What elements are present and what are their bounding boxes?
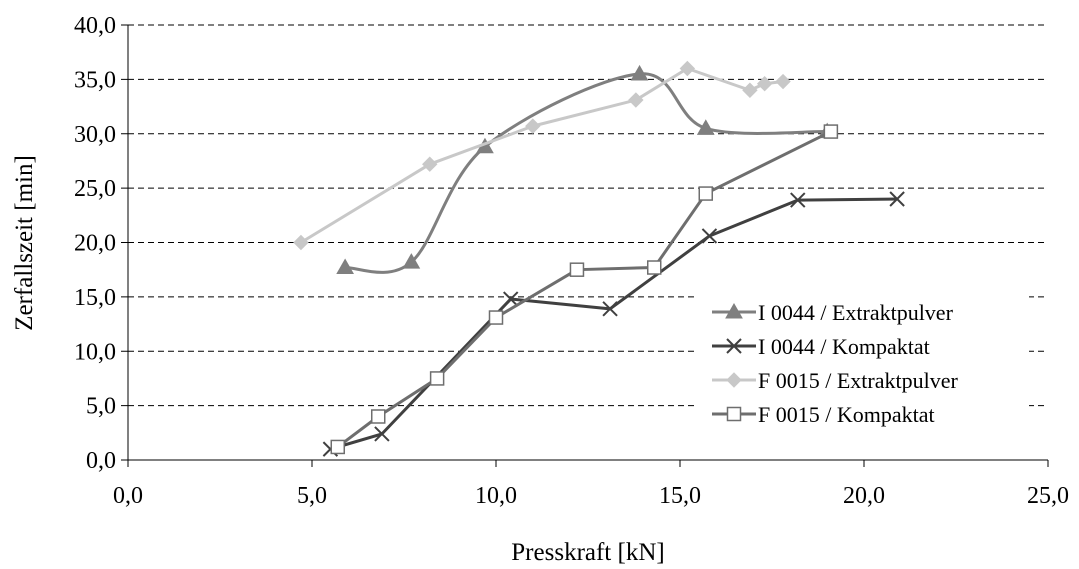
triangle-marker xyxy=(725,302,743,319)
x-marker xyxy=(889,191,905,207)
x-marker-stroke xyxy=(602,301,618,317)
x-tick-label: 25,0 xyxy=(1027,483,1069,509)
diamond-marker xyxy=(422,156,438,172)
x-tick-label: 5,0 xyxy=(297,483,327,509)
square-marker xyxy=(823,124,839,139)
square-marker xyxy=(646,260,662,275)
x-marker-stroke xyxy=(374,426,390,442)
x-marker-stroke xyxy=(503,291,519,307)
legend-item: F 0015 / Extraktpulver xyxy=(712,368,958,393)
axes: 0,0 5,0 10,0 15,0 20,0 25,0 30,0 35,0 40,0 0,0 5,0… xyxy=(74,13,1069,509)
series-3 xyxy=(293,60,791,251)
y-tick-label: 35,0 xyxy=(74,67,116,93)
square-marker xyxy=(726,406,742,422)
legend-item: F 0015 / Kompaktat xyxy=(712,402,935,427)
x-marker-stroke xyxy=(701,228,718,244)
legend-background xyxy=(694,292,1029,434)
x-marker xyxy=(503,291,519,307)
y-tick-label: 0,0 xyxy=(86,448,116,474)
x-marker xyxy=(726,338,742,354)
x-axis-title: Presskraft [kN] xyxy=(511,539,664,566)
diamond-marker xyxy=(775,73,791,90)
diamond-marker xyxy=(756,76,773,92)
x-marker-stroke xyxy=(889,191,905,207)
series-line xyxy=(336,130,832,449)
x-marker xyxy=(374,426,390,442)
square-marker xyxy=(488,310,504,325)
legend-label: I 0044 / Extraktpulver xyxy=(758,300,954,325)
y-tick-label: 5,0 xyxy=(86,394,116,420)
y-axis-title: Zerfallszeit [min] xyxy=(11,155,38,331)
triangle-marker xyxy=(630,64,649,81)
series-4 xyxy=(330,124,839,455)
triangle-marker xyxy=(336,258,354,275)
diamond-marker xyxy=(628,92,644,108)
y-tick-label: 10,0 xyxy=(74,339,116,365)
diamond-marker xyxy=(726,372,742,388)
square-marker xyxy=(429,371,445,386)
y-tick-label: 20,0 xyxy=(74,231,116,257)
legend-item: I 0044 / Extraktpulver xyxy=(712,300,954,325)
x-marker xyxy=(602,301,618,317)
x-marker-stroke xyxy=(726,338,742,354)
legend-label: F 0015 / Kompaktat xyxy=(758,402,935,427)
x-marker xyxy=(701,228,718,244)
x-tick-label: 10,0 xyxy=(475,483,517,509)
legend-label: I 0044 / Kompaktat xyxy=(758,334,930,359)
legend-label: F 0015 / Extraktpulver xyxy=(758,368,958,393)
y-tick-label: 25,0 xyxy=(74,176,116,202)
x-tick-label: 20,0 xyxy=(843,483,885,509)
triangle-marker xyxy=(696,119,715,135)
gridlines xyxy=(128,24,1048,407)
legend: I 0044 / Extraktpulver I 0044 / Kompaktat… xyxy=(694,292,1029,434)
y-tick-label: 40,0 xyxy=(74,13,116,39)
diamond-marker xyxy=(525,118,541,134)
legend-item: I 0044 / Kompaktat xyxy=(712,334,930,359)
diamond-marker xyxy=(742,82,758,98)
diamond-marker xyxy=(293,234,309,251)
square-marker xyxy=(698,186,714,201)
square-marker xyxy=(569,262,585,277)
square-marker xyxy=(330,439,346,455)
y-tick-label: 30,0 xyxy=(74,122,116,148)
x-tick-label: 15,0 xyxy=(659,483,701,509)
diamond-marker xyxy=(679,60,696,77)
triangle-marker xyxy=(402,253,421,269)
series-line xyxy=(300,67,784,244)
square-marker xyxy=(370,409,386,424)
series-2 xyxy=(322,191,905,457)
x-tick-label: 0,0 xyxy=(113,483,143,509)
x-marker-stroke xyxy=(790,192,806,208)
series-layer xyxy=(293,60,905,457)
y-tick-label: 15,0 xyxy=(74,285,116,311)
x-marker xyxy=(790,192,806,208)
